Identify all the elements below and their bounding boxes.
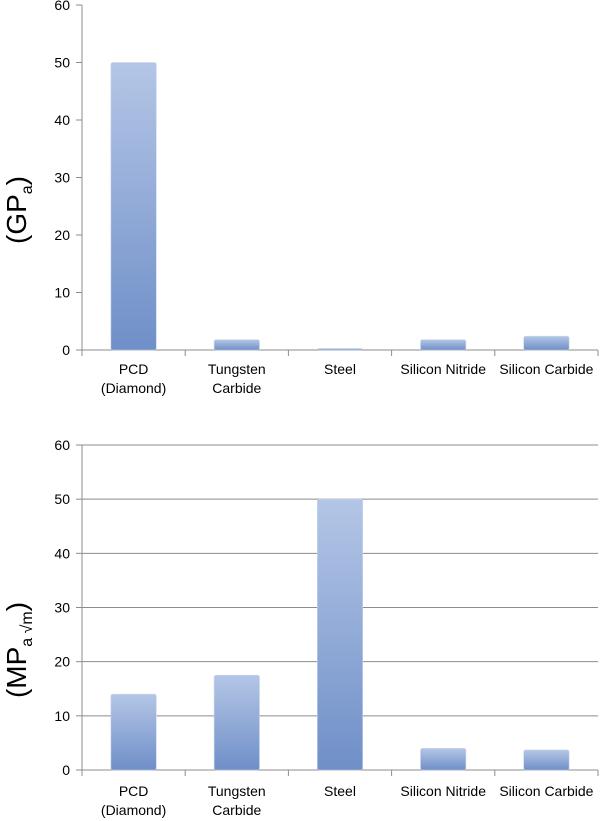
bar xyxy=(213,339,260,351)
x-category-label: Tungsten xyxy=(208,361,266,377)
bar xyxy=(316,498,364,771)
y-tick-label: 0 xyxy=(62,342,70,358)
y-tick-label: 20 xyxy=(54,227,70,243)
y-tick-label: 30 xyxy=(54,170,70,186)
x-category-label: Silicon Carbide xyxy=(499,783,593,799)
x-category-label: Steel xyxy=(324,361,356,377)
y-tick-label: 60 xyxy=(54,0,70,13)
hardness-chart: 0 10 20 30 40 50 60 PCD (Diamond) Tungsten Carbide… xyxy=(1,0,599,396)
x-category-label: Silicon Carbide xyxy=(499,361,593,377)
x-category-label: Silicon Nitride xyxy=(400,783,486,799)
bar xyxy=(523,335,570,351)
bar xyxy=(420,339,467,351)
bar xyxy=(523,749,570,771)
x-category-label: Carbide xyxy=(212,802,261,818)
x-category-label: (Diamond) xyxy=(101,380,166,396)
bar xyxy=(110,62,157,351)
y-tick-label: 40 xyxy=(54,545,70,561)
x-category-label: Silicon Nitride xyxy=(400,361,486,377)
y-tick-label: 10 xyxy=(54,708,70,724)
x-category-label: (Diamond) xyxy=(101,802,166,818)
bar xyxy=(420,748,467,771)
bar xyxy=(316,348,364,351)
y-tick-label: 10 xyxy=(54,285,70,301)
x-category-label: PCD xyxy=(119,361,149,377)
y-tick-label: 30 xyxy=(54,600,70,616)
bar xyxy=(110,693,157,771)
y-tick-label: 0 xyxy=(62,762,70,778)
y-tick-label: 50 xyxy=(54,55,70,71)
y-axis-label: (GPa) xyxy=(1,176,36,244)
y-tick-label: 60 xyxy=(54,437,70,453)
y-tick-label: 20 xyxy=(54,654,70,670)
x-category-label: Carbide xyxy=(212,380,261,396)
toughness-chart: 0 10 20 30 40 50 60 PCD (Diamond) Tungsten Carbide… xyxy=(1,437,599,818)
y-tick-label: 40 xyxy=(54,112,70,128)
x-category-label: Tungsten xyxy=(208,783,266,799)
x-category-label: Steel xyxy=(324,783,356,799)
x-category-label: PCD xyxy=(119,783,149,799)
y-tick-label: 50 xyxy=(54,491,70,507)
y-axis-label: (MPa √m) xyxy=(1,602,36,698)
bar xyxy=(213,674,260,771)
